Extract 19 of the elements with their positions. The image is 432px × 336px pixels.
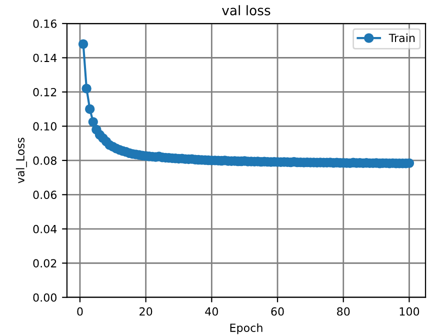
- y-tick-label: 0.00: [33, 293, 56, 302]
- y-tick-label: 0.08: [33, 156, 56, 165]
- x-tick-label: 100: [400, 307, 420, 316]
- y-tick-label: 0.14: [33, 54, 57, 62]
- y-tick-label: 0.12: [33, 88, 56, 96]
- x-tick-label: 20: [140, 307, 152, 316]
- x-tick-label: 40: [205, 307, 218, 316]
- x-tick-label: 80: [337, 307, 350, 316]
- y-tick-label: 0.04: [33, 224, 57, 234]
- y-tick-label: 0.16: [33, 19, 57, 28]
- x-tick-label: 0: [77, 307, 83, 316]
- x-tick-label: 60: [271, 307, 284, 316]
- y-tick-label: 0.10: [33, 122, 56, 131]
- legend-label: Train: [388, 34, 415, 42]
- chart-title: val loss: [222, 5, 270, 16]
- x-axis-title: Epoch: [230, 323, 262, 334]
- y-tick-label: 0.02: [33, 259, 56, 268]
- y-axis-title: val_Loss: [16, 138, 27, 184]
- y-tick-label: 0.06: [33, 190, 57, 200]
